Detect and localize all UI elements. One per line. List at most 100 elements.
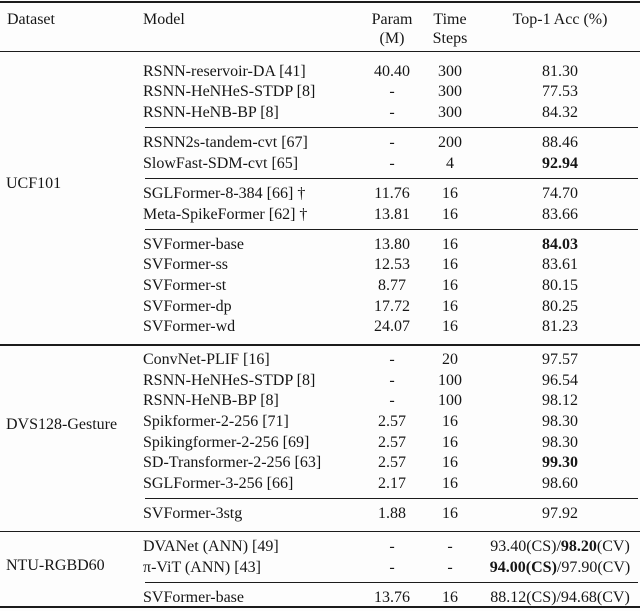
rule-bottom: [0, 605, 640, 608]
param-cell: 2.57: [378, 454, 406, 472]
model-cell: RSNN-HeNB-BP [8]: [143, 103, 279, 121]
acc-part: 99.30: [542, 454, 578, 472]
rule-header: [0, 50, 640, 53]
table-row: SGLFormer-3-256 [66] 2.17 16 98.60: [0, 474, 640, 495]
rule-group: [145, 229, 638, 231]
param-cell: 17.72: [374, 297, 410, 315]
acc-part: 83.66: [542, 205, 578, 223]
param-cell: 2.57: [378, 433, 406, 451]
time-steps-cell: 300: [438, 103, 462, 121]
model-cell: SGLFormer-8-384 [66] †: [143, 184, 306, 202]
model-cell: SVFormer-st: [143, 277, 227, 294]
model-cell: SVFormer-3stg: [143, 505, 243, 522]
acc-part: 77.53: [542, 83, 578, 101]
acc-cell: 98.30: [468, 433, 640, 454]
acc-part: 97.92: [542, 505, 578, 522]
acc-cell: 98.30: [468, 412, 640, 433]
time-steps-cell: 16: [442, 433, 458, 451]
rule-section: [0, 343, 640, 346]
time-steps-cell: -: [447, 537, 453, 555]
model-cell: SD-Transformer-2-256 [63]: [143, 454, 322, 472]
param-cell: 12.53: [374, 256, 410, 274]
acc-cell: 83.66: [468, 205, 640, 226]
acc-part: 88.46: [542, 134, 578, 151]
time-steps-cell: 16: [442, 588, 458, 606]
table-row: SVFormer-dp 17.72 16 80.25: [0, 297, 640, 318]
rule-group: [145, 582, 638, 584]
table-row: SlowFast-SDM-cvt [65] - 4 92.94: [0, 154, 640, 175]
time-steps-cell: 16: [442, 235, 458, 253]
param-cell: -: [389, 83, 395, 101]
time-steps-cell: 16: [442, 474, 458, 492]
model-cell: SVFormer-ss: [143, 256, 229, 274]
param-cell: -: [389, 103, 395, 121]
acc-part: 94.00(CS): [489, 558, 557, 576]
param-cell: 40.40: [374, 62, 410, 80]
table-header-time-line2: Steps: [432, 29, 468, 47]
table-row: ConvNet-PLIF [16] - 20 97.57: [0, 350, 640, 371]
model-cell: RSNN-HeNB-BP [8]: [143, 392, 279, 410]
table-row: π-ViT (ANN) [43] - -94.00(CS)/97.90(CV): [0, 558, 640, 579]
model-cell: RSNN2s-tandem-cvt [67]: [143, 134, 308, 151]
acc-part: 98.30: [542, 433, 578, 451]
table-header-dataset: Dataset: [7, 10, 55, 28]
rule-top: [0, 1, 640, 4]
acc-cell: 80.15: [468, 276, 640, 297]
table-header-top1-acc: Top-1 Acc (%): [512, 10, 608, 28]
acc-part: 80.15: [542, 277, 578, 294]
table-row: SVFormer-st 8.77 16 80.15: [0, 276, 640, 297]
acc-part: 96.54: [542, 371, 578, 389]
table-row: Meta-SpikeFormer [62] † 13.81 16 83.66: [0, 205, 640, 226]
time-steps-cell: 16: [442, 454, 458, 472]
time-steps-cell: 16: [442, 412, 458, 430]
acc-cell: 77.53: [468, 82, 640, 103]
table-row: RSNN-HeNHeS-STDP [8] - 300 77.53: [0, 82, 640, 103]
param-cell: -: [389, 154, 395, 172]
time-steps-cell: 16: [442, 205, 458, 223]
acc-cell: 99.30: [468, 453, 640, 474]
acc-cell: 83.61: [468, 255, 640, 276]
model-cell: RSNN-reservoir-DA [41]: [143, 62, 306, 80]
dataset-label: UCF101: [6, 175, 62, 192]
time-steps-cell: 16: [442, 318, 458, 336]
table-header-param-line1: Param: [371, 10, 413, 28]
param-cell: 11.76: [374, 184, 410, 202]
rule-section: [0, 530, 640, 533]
acc-cell: 98.60: [468, 474, 640, 495]
table-row: SVFormer-base 13.76 16 88.12(CS)/94.68(CV): [0, 588, 640, 609]
acc-part: 74.70: [542, 184, 578, 202]
table-row: DVANet (ANN) [49] - -93.40(CS)/98.20(CV): [0, 537, 640, 558]
table-row: SVFormer-wd 24.07 16 81.23: [0, 317, 640, 338]
time-steps-cell: 300: [438, 83, 462, 101]
model-cell: SVFormer-wd: [143, 318, 236, 336]
table-row: SVFormer-3stg 1.88 16 97.92: [0, 504, 640, 525]
time-steps-cell: 16: [442, 256, 458, 274]
time-steps-cell: 16: [442, 184, 458, 202]
acc-part: 98.30: [542, 412, 578, 430]
table-row: RSNN-reservoir-DA [41] 40.40 300 81.30: [0, 62, 640, 83]
table-row: SVFormer-base 13.80 16 84.03: [0, 235, 640, 256]
acc-part: /97.90(CV): [556, 558, 631, 576]
rule-group: [145, 498, 638, 500]
acc-part: 92.94: [542, 154, 578, 172]
table-header-time-line1: Time: [433, 10, 467, 28]
param-cell: 1.88: [378, 505, 406, 522]
acc-part: 98.12: [542, 392, 578, 410]
rule-group: [145, 178, 638, 180]
acc-part: 81.30: [542, 62, 578, 80]
acc-cell: 84.03: [468, 235, 640, 256]
param-cell: 13.80: [374, 235, 410, 253]
table-header-model: Model: [143, 10, 185, 28]
param-cell: 2.17: [378, 474, 406, 492]
model-cell: SVFormer-base: [143, 588, 244, 606]
param-cell: -: [389, 351, 395, 369]
acc-part: 83.61: [542, 256, 578, 274]
time-steps-cell: 100: [438, 392, 462, 410]
acc-cell: 88.46: [468, 133, 640, 154]
param-cell: -: [389, 371, 395, 389]
model-cell: RSNN-HeNHeS-STDP [8]: [143, 371, 316, 389]
acc-cell: 80.25: [468, 297, 640, 318]
model-cell: Spikingformer-2-256 [69]: [143, 433, 310, 451]
table-row: RSNN2s-tandem-cvt [67] - 200 88.46: [0, 133, 640, 154]
acc-cell: 97.92: [468, 504, 640, 525]
